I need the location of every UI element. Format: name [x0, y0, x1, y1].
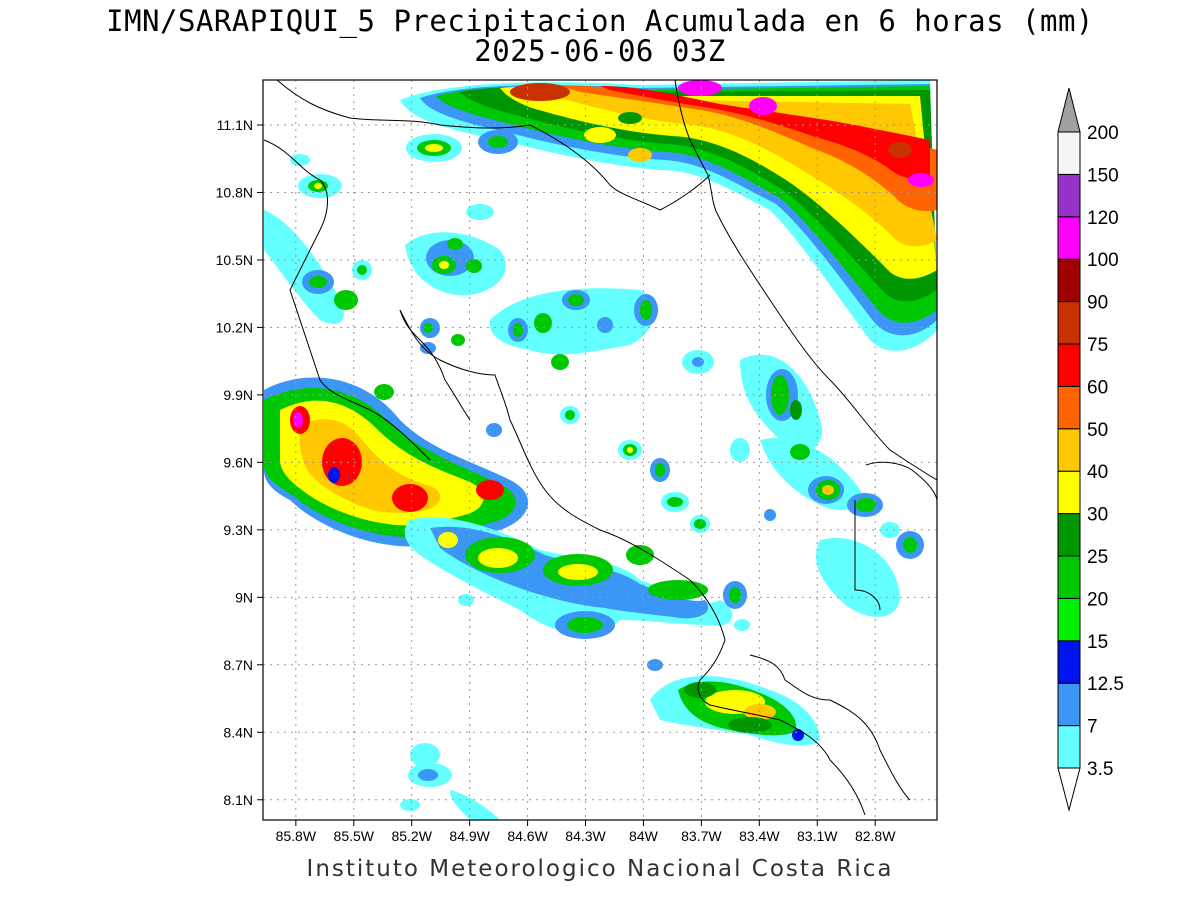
- colorbar-swatch: [1057, 258, 1081, 303]
- lat-tick-label: 9.9N: [223, 387, 253, 403]
- colorbar-swatch: [1057, 301, 1081, 345]
- colorbar-swatch: [1057, 343, 1081, 387]
- colorbar-level-label: 25: [1087, 547, 1108, 568]
- lon-tick-label: 84.9W: [449, 828, 490, 844]
- colorbar-level-label: 3.5: [1087, 759, 1113, 780]
- colorbar-level-label: 100: [1087, 250, 1119, 271]
- lon-tick-label: 85.5W: [334, 828, 375, 844]
- lat-tick-label: 8.4N: [223, 724, 253, 740]
- precipitation-colorbar-legend: 3.5 7 12.5 15 20 25 30 40 50 60 75 90 100 120 150 200: [1057, 87, 1124, 812]
- lat-tick-label: 9.3N: [223, 522, 253, 538]
- lon-tick-label: 85.8W: [276, 828, 317, 844]
- lon-tick-label: 82.8W: [855, 828, 896, 844]
- colorbar-level-label: 40: [1087, 462, 1108, 483]
- map-subtitle-datetime: 2025-06-06 03Z: [474, 34, 726, 68]
- map-frame: [262, 79, 938, 821]
- colorbar-level-label: 20: [1087, 589, 1108, 610]
- colorbar-upper-arrow: [1057, 87, 1081, 133]
- colorbar-swatch: [1057, 385, 1081, 430]
- colorbar-lower-arrow: [1057, 767, 1081, 812]
- coastlines-and-borders: [263, 80, 937, 816]
- precipitation-field: [264, 80, 937, 820]
- colorbar-swatch: [1057, 428, 1081, 472]
- graticule-grid: [263, 80, 937, 820]
- colorbar-level-label: 150: [1087, 165, 1119, 186]
- rain-band-north: [400, 80, 937, 351]
- longitude-axis: 85.8W 85.5W 85.2W 84.9W 84.6W 84.3W 84W 83.7W 83…: [276, 820, 896, 844]
- lat-tick-label: 10.5N: [216, 252, 253, 268]
- colorbar-level-label: 90: [1087, 293, 1108, 314]
- colorbar-level-label: 60: [1087, 377, 1108, 398]
- colorbar-level-label: 200: [1087, 123, 1119, 144]
- lon-tick-label: 84W: [629, 828, 659, 844]
- colorbar-swatch: [1057, 682, 1081, 727]
- colorbar-swatch: [1057, 131, 1081, 175]
- colorbar-level-label: 50: [1087, 420, 1108, 441]
- colorbar-swatch: [1057, 173, 1081, 218]
- colorbar-swatch: [1057, 555, 1081, 599]
- colorbar-swatch: [1057, 513, 1081, 557]
- colorbar-level-label: 30: [1087, 505, 1108, 526]
- colorbar-level-label: 120: [1087, 208, 1119, 229]
- latitude-axis: 11.1N 10.8N 10.5N 10.2N 9.9N 9.6N 9.3N 9N 8.7N 8.…: [216, 117, 263, 808]
- lon-tick-label: 83.7W: [681, 828, 722, 844]
- lat-tick-label: 8.1N: [223, 792, 253, 808]
- lat-tick-label: 8.7N: [223, 657, 253, 673]
- colorbar-swatch: [1057, 640, 1081, 684]
- lat-tick-label: 10.8N: [216, 184, 253, 200]
- lat-tick-label: 9.6N: [223, 454, 253, 470]
- colorbar-swatch: [1057, 216, 1081, 260]
- lon-tick-label: 83.4W: [739, 828, 780, 844]
- lon-tick-label: 83.1W: [797, 828, 838, 844]
- colorbar-level-label: 15: [1087, 632, 1108, 653]
- lat-tick-label: 9N: [235, 589, 253, 605]
- colorbar-swatch: [1057, 725, 1081, 769]
- colorbar-swatch: [1057, 470, 1081, 515]
- footer-institution: Instituto Meteorologico Nacional Costa R…: [306, 856, 894, 882]
- map-title: IMN/SARAPIQUI_5 Precipitacion Acumulada …: [106, 4, 1094, 38]
- colorbar-swatch: [1057, 597, 1081, 642]
- lon-tick-label: 85.2W: [391, 828, 432, 844]
- lat-tick-label: 11.1N: [217, 117, 253, 133]
- lon-tick-label: 84.3W: [565, 828, 606, 844]
- colorbar-level-label: 7: [1087, 717, 1098, 738]
- colorbar-level-label: 12.5: [1087, 674, 1124, 695]
- lon-tick-label: 84.6W: [507, 828, 548, 844]
- lat-tick-label: 10.2N: [216, 319, 253, 335]
- colorbar-level-label: 75: [1087, 335, 1108, 356]
